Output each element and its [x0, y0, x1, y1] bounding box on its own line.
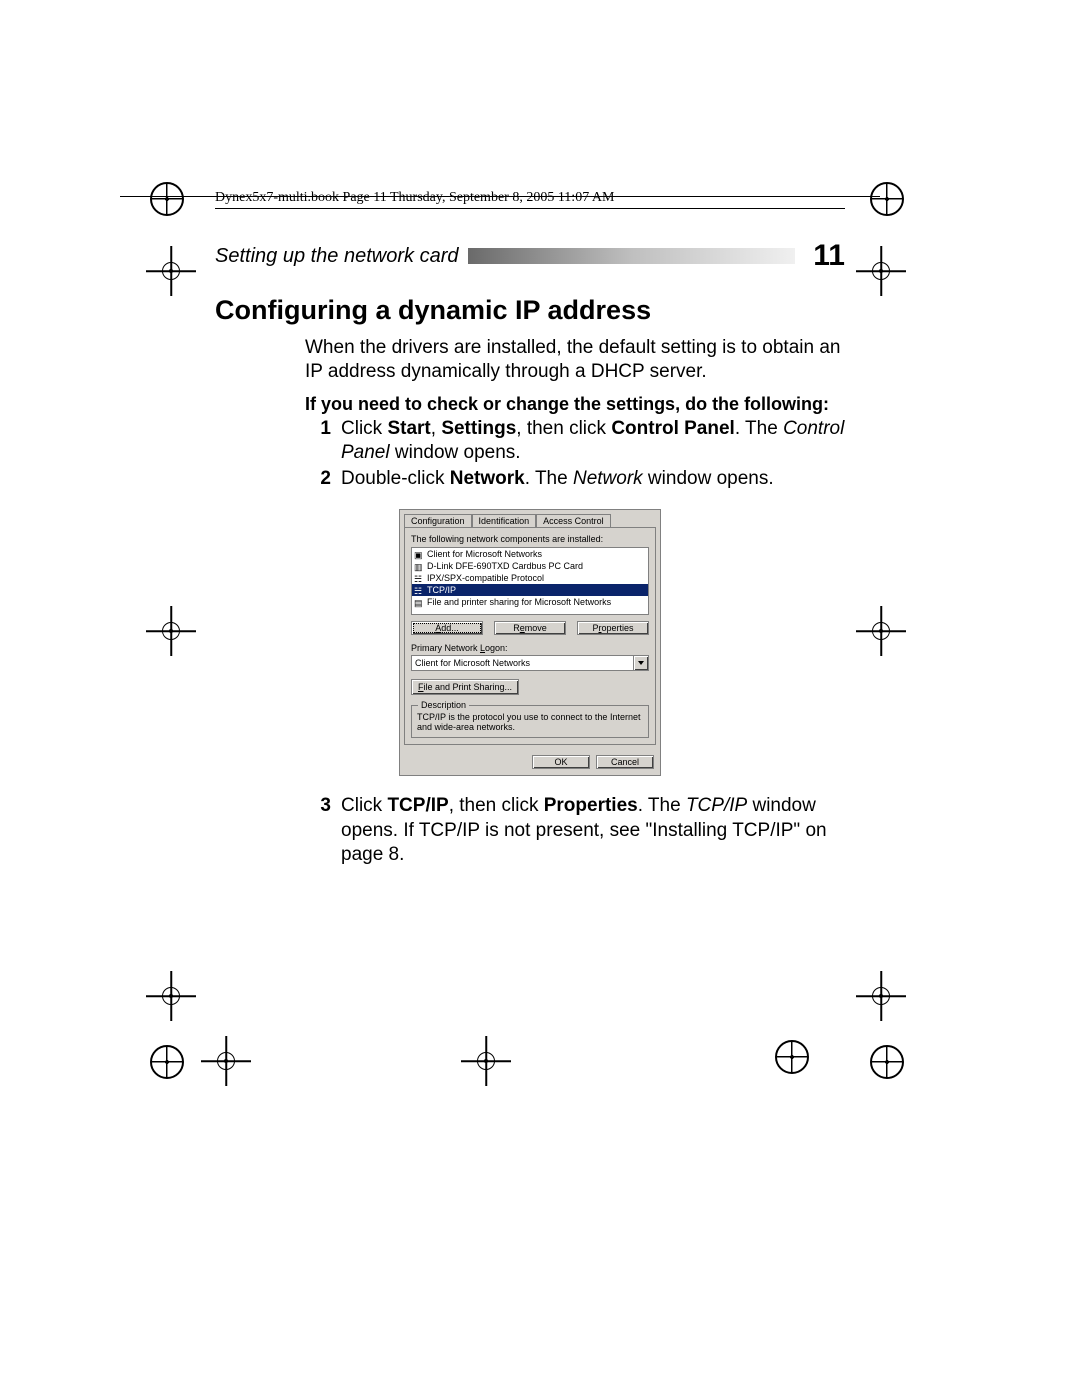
description-label: Description [418, 700, 469, 710]
step-list-cont: 3 Click TCP/IP, then click Properties. T… [305, 794, 845, 867]
logon-value: Client for Microsoft Networks [412, 658, 633, 668]
list-item[interactable]: ▣Client for Microsoft Networks [412, 548, 648, 560]
description-text: TCP/IP is the protocol you use to connec… [417, 712, 643, 732]
remove-button[interactable]: Remove [494, 621, 566, 635]
tab-bar: Configuration Identification Access Cont… [404, 514, 656, 527]
registration-mark [870, 260, 892, 282]
protocol-icon: ☵ [414, 585, 424, 595]
registration-mark [160, 985, 182, 1007]
step-2: 2 Double-click Network. The Network wind… [305, 467, 845, 491]
list-item[interactable]: ▤File and printer sharing for Microsoft … [412, 596, 648, 608]
step-number: 3 [305, 794, 341, 867]
components-listbox[interactable]: ▣Client for Microsoft Networks ▥D-Link D… [411, 547, 649, 615]
dropdown-arrow-icon[interactable] [633, 656, 648, 670]
adapter-icon: ▥ [414, 561, 424, 571]
logon-dropdown[interactable]: Client for Microsoft Networks [411, 655, 649, 671]
cancel-button[interactable]: Cancel [596, 755, 654, 769]
crop-mark [870, 182, 904, 216]
ok-button[interactable]: OK [532, 755, 590, 769]
tab-access-control[interactable]: Access Control [536, 514, 611, 527]
tab-body: The following network components are ins… [404, 527, 656, 745]
step-number: 2 [305, 467, 341, 491]
service-icon: ▤ [414, 597, 424, 607]
description-group: Description TCP/IP is the protocol you u… [411, 705, 649, 738]
crop-mark [870, 1045, 904, 1079]
registration-mark [160, 260, 182, 282]
crop-mark [150, 182, 184, 216]
registration-mark [870, 985, 892, 1007]
step-1: 1 Click Start, Settings, then click Cont… [305, 417, 845, 466]
registration-mark [870, 620, 892, 642]
instruction-lead: If you need to check or change the setti… [305, 394, 845, 415]
tab-identification[interactable]: Identification [472, 514, 537, 527]
client-icon: ▣ [414, 549, 424, 559]
dialog-footer: OK Cancel [400, 749, 660, 775]
protocol-icon: ☵ [414, 573, 424, 583]
crop-mark [150, 1045, 184, 1079]
section-header: Setting up the network card 11 [215, 239, 845, 273]
intro-text: When the drivers are installed, the defa… [305, 336, 845, 384]
list-item[interactable]: ▥D-Link DFE-690TXD Cardbus PC Card [412, 560, 648, 572]
step-list: 1 Click Start, Settings, then click Cont… [305, 417, 845, 492]
file-print-sharing-button[interactable]: File and Print Sharing... [411, 679, 519, 695]
registration-mark [475, 1050, 497, 1072]
button-row: Add... Remove Properties [411, 621, 649, 635]
page-number: 11 [813, 239, 845, 273]
book-header: Dynex5x7-multi.book Page 11 Thursday, Se… [215, 190, 845, 209]
list-item-selected[interactable]: ☵TCP/IP [412, 584, 648, 596]
section-title: Setting up the network card [215, 245, 468, 268]
header-gradient [468, 248, 795, 264]
step-number: 1 [305, 417, 341, 466]
registration-mark [160, 620, 182, 642]
crop-mark [775, 1040, 809, 1074]
add-button[interactable]: Add... [411, 621, 483, 635]
logon-label: Primary Network Logon: [411, 643, 649, 653]
network-dialog: Configuration Identification Access Cont… [399, 509, 661, 776]
properties-button[interactable]: Properties [577, 621, 649, 635]
step-3: 3 Click TCP/IP, then click Properties. T… [305, 794, 845, 867]
components-label: The following network components are ins… [411, 534, 649, 544]
step-text: Click Start, Settings, then click Contro… [341, 417, 845, 466]
list-item[interactable]: ☵IPX/SPX-compatible Protocol [412, 572, 648, 584]
step-text: Click TCP/IP, then click Properties. The… [341, 794, 845, 867]
registration-mark [215, 1050, 237, 1072]
tab-configuration[interactable]: Configuration [404, 514, 472, 527]
step-text: Double-click Network. The Network window… [341, 467, 845, 491]
page-heading: Configuring a dynamic IP address [215, 295, 845, 326]
